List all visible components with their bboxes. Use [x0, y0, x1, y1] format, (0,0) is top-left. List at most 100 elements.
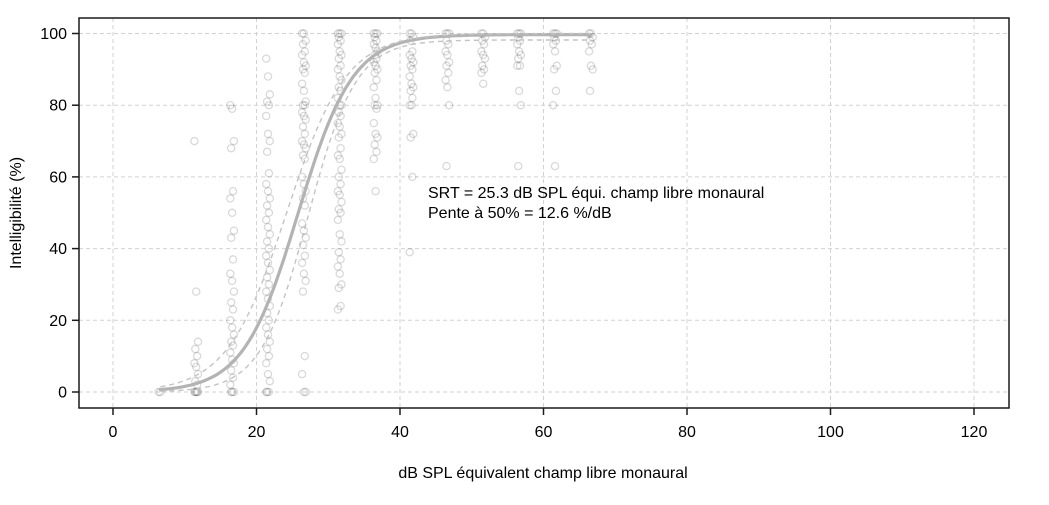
- data-point: [264, 244, 274, 253]
- data-point: [334, 172, 344, 182]
- data-point: [262, 97, 272, 106]
- data-point: [408, 47, 417, 56]
- tick-label-y-40: 40: [49, 241, 67, 258]
- data-point: [299, 140, 309, 149]
- data-point: [337, 197, 346, 207]
- data-point: [479, 65, 489, 74]
- data-point: [371, 61, 380, 71]
- data-point: [442, 161, 451, 171]
- data-point: [515, 61, 525, 71]
- data-point: [336, 255, 345, 264]
- data-point: [409, 129, 418, 139]
- data-point: [371, 186, 380, 196]
- data-point: [334, 204, 344, 214]
- data-point: [369, 118, 379, 128]
- data-point: [336, 208, 345, 218]
- data-point: [229, 136, 239, 146]
- data-point: [372, 147, 381, 157]
- data-point: [228, 305, 238, 314]
- data-point: [333, 186, 343, 196]
- data-point: [229, 330, 239, 339]
- tick-label-y-100: 100: [40, 26, 67, 43]
- data-point: [193, 337, 203, 347]
- data-point: [261, 179, 271, 189]
- data-point: [588, 32, 597, 42]
- data-point: [301, 143, 310, 153]
- ci-upper-curve: [160, 32, 591, 388]
- data-point: [587, 40, 597, 49]
- data-point: [551, 86, 561, 96]
- data-point: [409, 83, 418, 92]
- data-point: [337, 129, 346, 139]
- data-point: [229, 387, 239, 397]
- data-point: [297, 136, 307, 146]
- data-point: [478, 61, 487, 71]
- data-point: [300, 129, 310, 139]
- data-point: [405, 29, 414, 38]
- data-point: [513, 54, 523, 63]
- data-point: [263, 129, 273, 139]
- data-point: [226, 194, 235, 203]
- data-point: [337, 75, 346, 85]
- data-point: [261, 111, 271, 121]
- data-point: [226, 387, 236, 397]
- data-point: [261, 387, 271, 397]
- data-point: [262, 201, 272, 210]
- data-point: [549, 65, 559, 74]
- tick-label-y-0: 0: [58, 385, 67, 402]
- data-point: [370, 68, 379, 78]
- data-point: [265, 337, 275, 347]
- data-point: [261, 54, 271, 63]
- data-point: [227, 323, 237, 332]
- data-point: [409, 57, 418, 67]
- data-point: [407, 79, 416, 88]
- data-point: [334, 32, 344, 42]
- data-point: [516, 50, 526, 60]
- data-point: [226, 298, 236, 307]
- data-point: [478, 50, 488, 60]
- data-point: [300, 47, 310, 56]
- data-point: [300, 251, 310, 261]
- data-point: [552, 61, 562, 71]
- data-point: [477, 68, 486, 78]
- data-point: [226, 337, 236, 347]
- data-point: [229, 287, 239, 296]
- tick-label-x-120: 120: [961, 424, 988, 441]
- data-point: [335, 154, 344, 164]
- data-point: [333, 215, 343, 225]
- tick-label-x-20: 20: [248, 424, 266, 441]
- data-point: [299, 387, 309, 397]
- data-point: [299, 269, 309, 278]
- data-point: [371, 29, 380, 38]
- tick-label-x-0: 0: [109, 424, 118, 441]
- tick-label-y-60: 60: [49, 169, 67, 186]
- data-point: [405, 72, 414, 81]
- data-point: [369, 29, 379, 38]
- data-point: [264, 280, 274, 289]
- data-point: [263, 186, 273, 196]
- tick-label-x-60: 60: [535, 424, 553, 441]
- data-point: [261, 287, 271, 296]
- data-point: [372, 36, 381, 45]
- x-axis-title: dB SPL équivalent champ libre monaural: [398, 465, 687, 482]
- tick-label-y-80: 80: [49, 98, 67, 115]
- data-point: [373, 100, 382, 110]
- data-point: [333, 118, 343, 128]
- tick-label-y-20: 20: [49, 313, 67, 330]
- data-point: [335, 47, 344, 56]
- data-point: [548, 40, 558, 49]
- data-point: [263, 72, 273, 81]
- data-point: [337, 280, 346, 289]
- data-point: [336, 111, 345, 121]
- data-point: [334, 283, 344, 293]
- data-point: [405, 50, 414, 60]
- data-point: [478, 79, 488, 88]
- data-point: [373, 65, 382, 74]
- fit-annotation: SRT = 25.3 dB SPL équi. champ libre mona…: [428, 184, 764, 223]
- data-point: [301, 61, 310, 71]
- data-point: [513, 61, 522, 71]
- data-point: [373, 133, 382, 142]
- data-point: [190, 359, 199, 368]
- data-point: [333, 40, 343, 49]
